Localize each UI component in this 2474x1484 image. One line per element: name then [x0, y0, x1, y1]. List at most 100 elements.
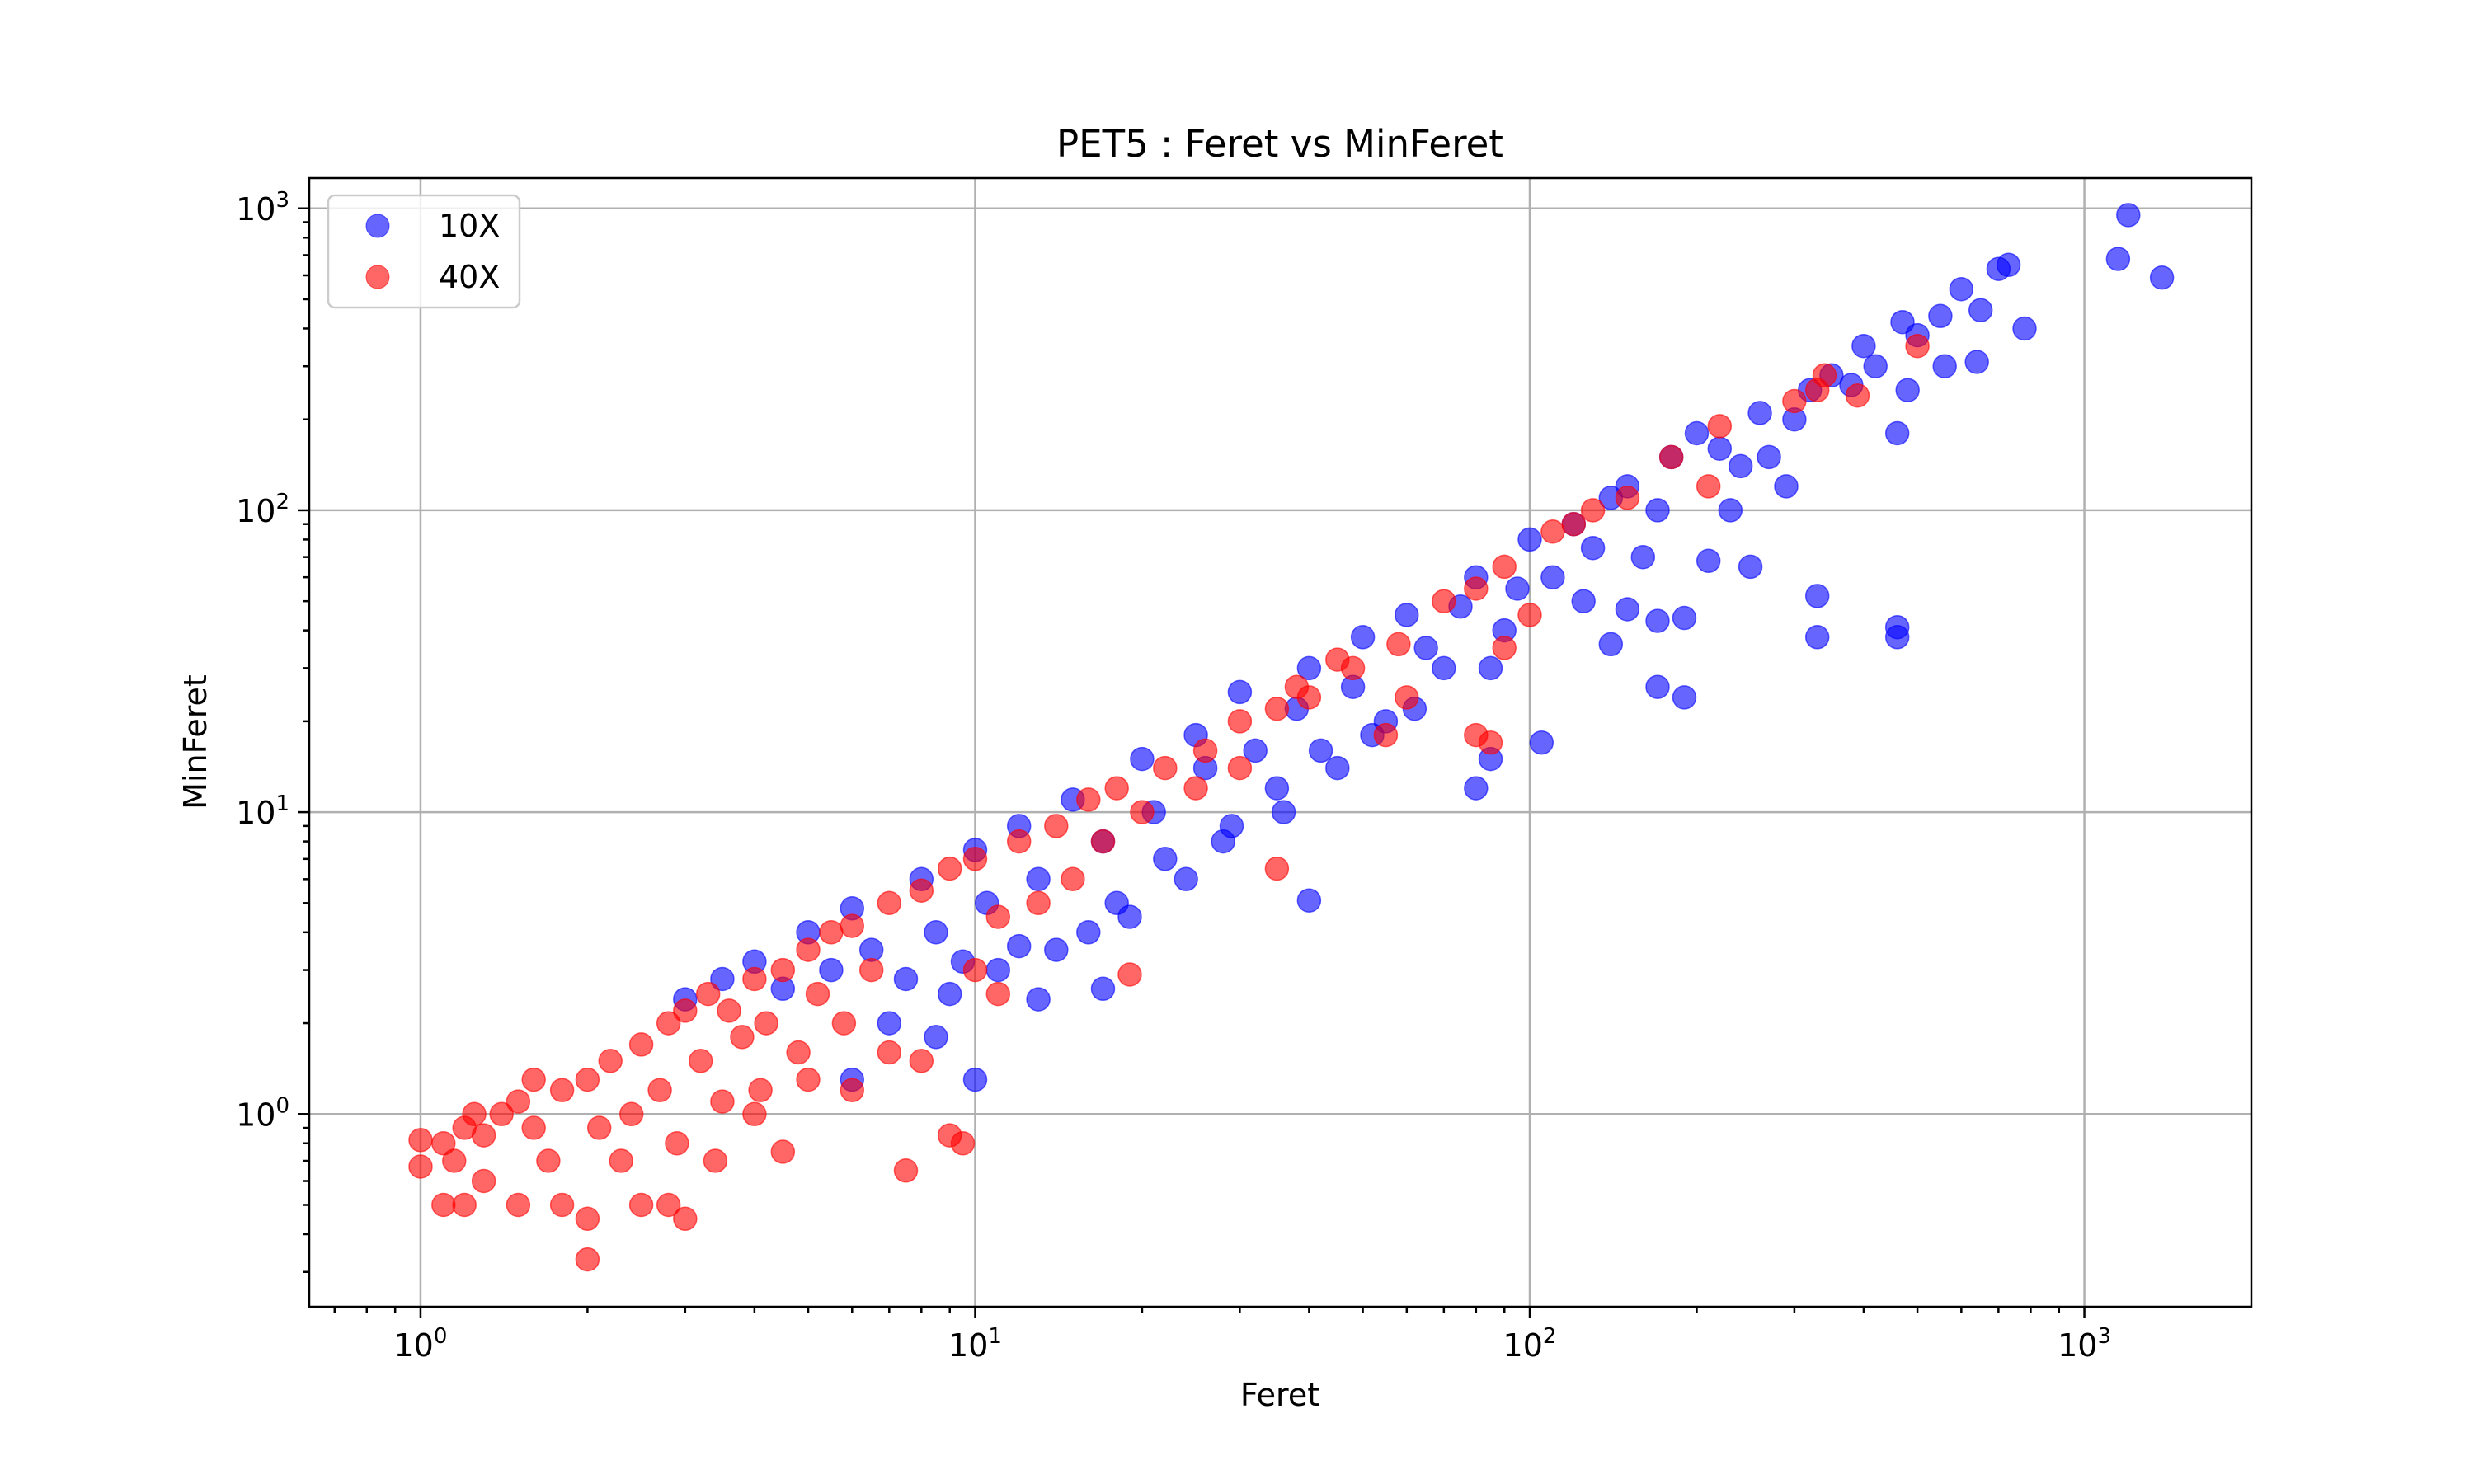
data-point: [1986, 256, 2011, 281]
data-point: [805, 981, 830, 1007]
data-point: [1044, 814, 1069, 838]
data-point: [1728, 453, 1753, 479]
data-point: [1090, 829, 1116, 854]
data-point: [1580, 535, 1606, 561]
data-point: [1219, 814, 1244, 838]
data-point: [1895, 378, 1920, 402]
data-point: [673, 998, 698, 1023]
data-point: [1308, 738, 1333, 763]
data-point: [1598, 632, 1624, 657]
legend-marker-40x: [365, 265, 390, 289]
data-point: [1153, 847, 1178, 871]
data-point: [489, 1101, 514, 1127]
data-point: [1884, 420, 1910, 446]
data-point: [1104, 776, 1129, 801]
data-point: [1884, 625, 1910, 650]
points-layer: [408, 203, 2175, 1272]
data-point: [742, 966, 767, 992]
data-point: [858, 957, 884, 983]
data-point: [924, 1025, 948, 1050]
data-point: [1928, 303, 1953, 329]
legend-marker-10x: [365, 214, 390, 238]
data-point: [1845, 383, 1870, 408]
data-point: [1517, 527, 1542, 552]
data-point: [1227, 679, 1253, 705]
data-point: [1026, 866, 1051, 892]
data-point: [877, 1040, 902, 1065]
data-point: [893, 966, 919, 992]
data-point: [1738, 554, 1763, 580]
data-point: [1478, 655, 1503, 681]
data-point: [549, 1078, 575, 1103]
data-point: [688, 1049, 713, 1073]
data-point: [877, 890, 902, 916]
data-point: [586, 1115, 612, 1140]
data-point: [1932, 354, 1957, 378]
data-point: [786, 1040, 811, 1065]
data-point: [893, 1158, 919, 1183]
data-point: [770, 1139, 796, 1164]
data-point: [1026, 890, 1051, 916]
data-point: [1571, 589, 1596, 613]
data-point: [717, 998, 741, 1023]
y-tick-label: 100: [236, 1093, 289, 1133]
x-tick-label: 100: [393, 1324, 447, 1364]
legend: 10X 40X: [327, 194, 521, 309]
data-point: [521, 1067, 546, 1092]
data-point: [1774, 474, 1799, 499]
data-point: [1505, 576, 1530, 601]
data-point: [985, 981, 1011, 1007]
data-point: [1061, 866, 1085, 892]
ticks-layer: 100 101 102 103 100 101 102 103: [236, 188, 2111, 1364]
data-point: [877, 1011, 902, 1036]
data-point: [1707, 436, 1733, 461]
data-point: [1615, 597, 1640, 622]
data-point: [656, 1192, 681, 1218]
data-point: [1264, 696, 1290, 721]
data-point: [1076, 787, 1101, 812]
data-point: [1905, 333, 1930, 359]
data-point: [1757, 444, 1781, 470]
data-point: [575, 1067, 600, 1092]
data-point: [1432, 589, 1456, 613]
data-point: [1117, 962, 1142, 987]
data-point: [1645, 608, 1670, 633]
data-point: [462, 1101, 487, 1127]
data-point: [796, 1067, 821, 1092]
data-point: [1782, 388, 1807, 414]
data-point: [536, 1148, 561, 1173]
data-point: [1395, 603, 1419, 627]
data-point: [754, 1011, 778, 1036]
x-tick-label: 103: [2058, 1324, 2111, 1364]
y-tick-label: 103: [236, 188, 289, 228]
data-point: [471, 1123, 496, 1148]
data-point: [1413, 636, 1438, 660]
data-point: [1561, 511, 1587, 537]
y-tick-label: 101: [236, 791, 289, 831]
data-point: [1580, 498, 1606, 523]
data-point: [1264, 856, 1290, 881]
data-point: [985, 904, 1011, 929]
y-axis-label: MinFeret: [177, 674, 214, 810]
data-point: [819, 957, 844, 983]
data-point: [1863, 354, 1888, 378]
data-point: [937, 856, 962, 881]
data-point: [1264, 776, 1290, 801]
legend-label-40x: 40X: [439, 259, 500, 295]
data-point: [506, 1089, 531, 1114]
data-point: [742, 1101, 767, 1127]
data-point: [442, 1148, 467, 1173]
data-point: [1192, 738, 1218, 763]
data-point: [628, 1032, 654, 1057]
data-point: [1529, 730, 1554, 755]
data-point: [1153, 755, 1178, 781]
data-point: [962, 847, 988, 871]
data-point: [1540, 565, 1565, 589]
data-point: [1630, 544, 1656, 570]
data-point: [1026, 987, 1051, 1012]
data-point: [656, 1011, 681, 1036]
data-point: [1325, 755, 1350, 781]
data-point: [1747, 401, 1772, 425]
data-point: [1718, 498, 1743, 523]
